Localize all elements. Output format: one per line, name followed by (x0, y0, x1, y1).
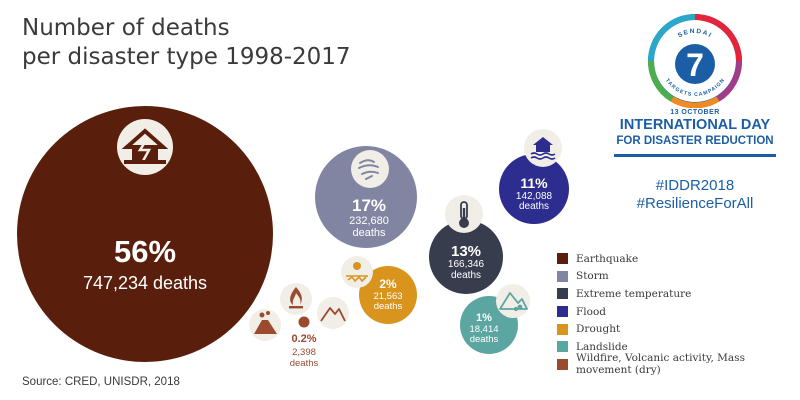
landslide-percent: 1% (476, 312, 492, 324)
campaign-subname: FOR DISASTER REDUCTION (616, 135, 774, 147)
extreme-temperature-percent: 13% (451, 243, 481, 260)
extreme-temperature-deaths-value: 166,346 (448, 259, 485, 270)
logo-number: 7 (686, 47, 704, 83)
mountain-icon (320, 307, 346, 322)
svg-text:SENDAI: SENDAI (677, 28, 714, 40)
legend-item-wildfire-volcanic-mass-movement: Wildfire, Volcanic activity, Mass moveme… (557, 352, 800, 376)
landslide-icon (499, 292, 528, 312)
bubble-flood: 11% 142,088 deaths (499, 129, 569, 224)
campaign-divider (614, 154, 776, 157)
extreme-temperature-deaths-label: deaths (451, 270, 481, 281)
legend-item-extreme-temperature: Extreme temperature (557, 285, 800, 303)
legend-swatch-earthquake (557, 253, 568, 265)
legend-swatch-extreme-temperature (557, 288, 568, 300)
storm-percent: 17% (352, 196, 386, 215)
bubble-storm: 17% 232,680 deaths (315, 146, 417, 248)
legend-swatch-drought (557, 323, 568, 335)
legend-item-landslide: Landslide (557, 338, 800, 356)
legend-label: Landslide (576, 340, 628, 353)
bubble-flood-circle (499, 154, 569, 224)
bubble-drought: 2% 21,563 deaths (341, 256, 417, 324)
legend-label: Drought (576, 323, 621, 336)
drought-icon-badge (341, 256, 373, 288)
drought-icon (346, 262, 368, 283)
chart-title: Number of deaths per disaster type 1998-… (22, 14, 351, 72)
landslide-deaths-value: 18,414 (469, 324, 498, 335)
drought-deaths-label: deaths (374, 301, 403, 312)
flooded-house-icon (530, 137, 556, 160)
legend-label: Wildfire, Volcanic activity, Mass moveme… (576, 352, 745, 377)
campaign-name: INTERNATIONAL DAY (619, 117, 771, 133)
drought-deaths-value: 21,563 (373, 291, 402, 302)
wildfire-icon (289, 287, 303, 309)
campaign-date: 13 OCTOBER (670, 109, 720, 116)
hashtag-iddr2018[interactable]: #IDDR2018 (655, 177, 735, 194)
legend-label: Flood (576, 305, 607, 318)
legend-swatch-wildfire (557, 358, 568, 370)
source-note: Source: CRED, UNISDR, 2018 (22, 376, 180, 388)
bubble-extreme-temperature-circle (429, 220, 503, 294)
earthquake-percent: 56% (114, 234, 176, 269)
bubble-wildfire-circle (298, 316, 310, 328)
legend-item-earthquake: Earthquake (557, 250, 800, 268)
wildfire-percent: 0.2% (291, 333, 316, 345)
legend-label: Storm (576, 270, 609, 283)
storm-deaths-value: 232,680 (349, 215, 389, 227)
storm-wind-icon-badge (351, 150, 389, 188)
drought-percent: 2% (379, 277, 397, 291)
sendai-campaign-logo: 7 SENDAI TARGETS CAMPAIGN (648, 14, 742, 108)
flood-deaths-value: 142,088 (516, 191, 553, 202)
landslide-icon-badge (496, 284, 530, 318)
legend-swatch-flood (557, 306, 568, 318)
storm-deaths-label: deaths (352, 227, 386, 239)
storm-wind-icon (358, 159, 379, 180)
hashtag-resilience-for-all[interactable]: #ResilienceForAll (636, 195, 754, 212)
thermometer-icon (459, 201, 469, 228)
wildfire-deaths-label: deaths (290, 358, 319, 369)
bubble-earthquake-circle (17, 106, 273, 362)
earthquake-deaths: 747,234 deaths (83, 273, 207, 293)
bubble-extreme-temperature: 13% 166,346 deaths (429, 195, 503, 294)
landslide-deaths-label: deaths (470, 334, 499, 345)
flood-deaths-label: deaths (519, 201, 549, 212)
flood-percent: 11% (520, 175, 548, 191)
legend-label: Extreme temperature (576, 287, 692, 300)
wildfire-icon-badge (280, 283, 312, 315)
legend: Earthquake Storm Extreme temperature Flo… (557, 250, 800, 376)
bubble-storm-circle (315, 146, 417, 248)
legend-item-drought: Drought (557, 320, 800, 338)
title-line-1: Number of deaths (22, 15, 230, 41)
wildfire-deaths-value: 2,398 (292, 347, 316, 358)
logo-top-text: SENDAI (677, 28, 712, 40)
volcano-icon (254, 311, 277, 334)
bubble-wildfire-volcanic-mass-movement: 0.2% 2,398 deaths (249, 283, 349, 369)
legend-swatch-storm (557, 270, 568, 282)
collapsed-house-icon (121, 128, 169, 164)
bubble-drought-circle (359, 266, 417, 324)
bubble-landslide: 1% 18,414 deaths (460, 284, 530, 354)
legend-item-storm: Storm (557, 268, 800, 286)
legend-item-flood: Flood (557, 303, 800, 321)
title-line-2: per disaster type 1998-2017 (22, 44, 351, 70)
bubble-earthquake: 56% 747,234 deaths (17, 106, 273, 362)
legend-swatch-landslide (557, 341, 568, 353)
legend-label: Earthquake (576, 252, 639, 265)
